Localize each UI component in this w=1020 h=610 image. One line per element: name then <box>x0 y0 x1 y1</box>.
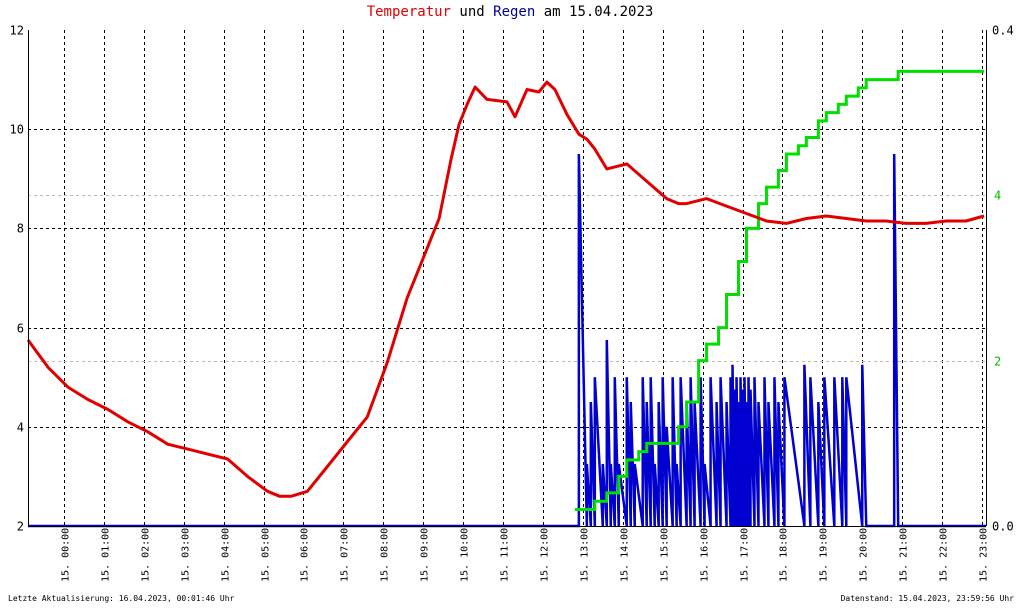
x-tick-label: 15. 13:00 <box>580 528 591 582</box>
temperature-line <box>26 80 985 498</box>
grid <box>28 30 986 526</box>
x-tick-label: 15. 23:00 <box>979 528 990 582</box>
x-tick-label: 15. 05:00 <box>261 528 272 582</box>
x-tick-label: 15. 03:00 <box>181 528 192 582</box>
title-temperature: Temperatur <box>366 4 451 20</box>
x-tick-label: 15. 18:00 <box>779 528 790 582</box>
x-tick-label: 15. 02:00 <box>141 528 152 582</box>
x-tick-label: 15. 20:00 <box>859 528 870 582</box>
y-tick-label-left: 6 <box>17 322 24 336</box>
y-tick-label-right-upper: 0.0 <box>992 520 1014 534</box>
rain-total-line <box>574 69 985 511</box>
y-tick-labels: 2 4 6 8 10 12 2 4 0.0 0.4 <box>10 24 1014 534</box>
x-tick-label: 15. 19:00 <box>819 528 830 582</box>
x-tick-label: 15. 06:00 <box>300 528 311 582</box>
x-tick-label: 15. 21:00 <box>899 528 910 582</box>
chart-title: Temperatur und Regen am 15.04.2023 <box>0 4 1020 20</box>
y-tick-label-right-lower: 2 <box>994 355 1001 369</box>
x-tick-label: 15. 00:00 <box>61 528 72 582</box>
rain-rate-line <box>28 153 986 528</box>
x-tick-label: 15. 22:00 <box>939 528 950 582</box>
x-tick-label: 15. 11:00 <box>500 528 511 582</box>
y-tick-label-right-lower: 4 <box>994 189 1001 203</box>
x-tick-label: 15. 04:00 <box>221 528 232 582</box>
y-tick-label-left: 2 <box>17 520 24 534</box>
temperature-series <box>26 80 985 498</box>
y-tick-label-left: 12 <box>10 24 24 38</box>
y-tick-label-left: 10 <box>10 123 24 137</box>
axes <box>28 30 987 527</box>
y-tick-label-left: 8 <box>17 222 24 236</box>
y-tick-label-right-upper: 0.4 <box>992 24 1014 38</box>
title-rain: Regen <box>493 4 536 20</box>
footer-data-status: Datenstand: 15.04.2023, 23:59:56 Uhr <box>840 594 1014 603</box>
x-tick-label: 15. 16:00 <box>700 528 711 582</box>
x-tick-label: 15. 10:00 <box>460 528 471 582</box>
x-tick-label: 15. 09:00 <box>420 528 431 582</box>
x-tick-label: 15. 17:00 <box>740 528 751 582</box>
rain-rate-series <box>28 153 986 528</box>
footer-last-update: Letzte Aktualisierung: 16.04.2023, 00:01… <box>8 594 235 603</box>
title-date: am 15.04.2023 <box>535 4 654 20</box>
title-und: und <box>450 4 494 20</box>
x-tick-label: 15. 15:00 <box>660 528 671 582</box>
x-tick-label: 15. 08:00 <box>380 528 391 582</box>
x-tick-label: 15. 07:00 <box>340 528 351 582</box>
x-tick-labels: 15. 00:00 15. 01:00 15. 02:00 15. 03:00 15. … <box>61 528 990 582</box>
x-tick-label: 15. 12:00 <box>540 528 551 582</box>
rain-total-series <box>574 69 985 511</box>
x-tick-label: 15. 01:00 <box>101 528 112 582</box>
y-tick-label-left: 4 <box>17 421 24 435</box>
x-tick-label: 15. 14:00 <box>620 528 631 582</box>
